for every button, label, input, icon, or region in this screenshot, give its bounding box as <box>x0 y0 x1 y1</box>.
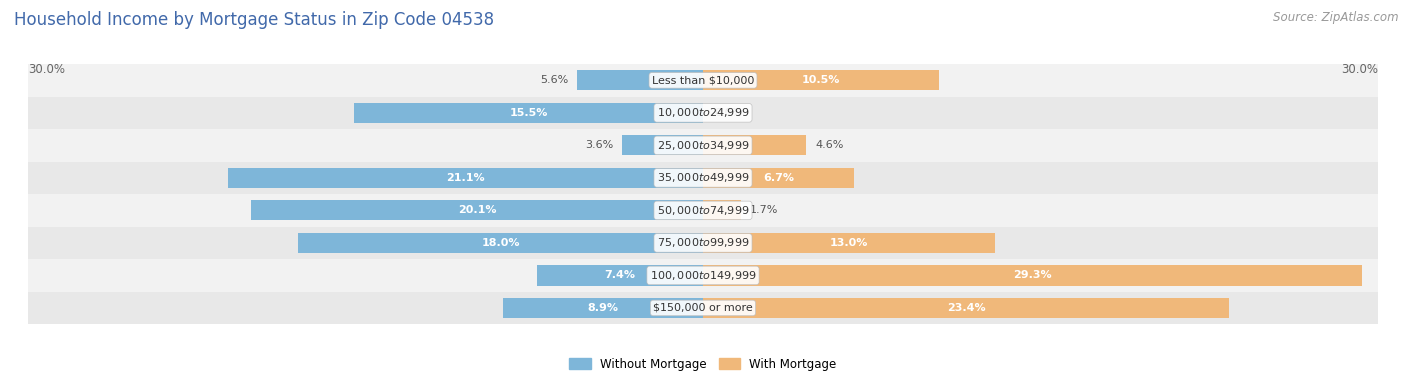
Bar <box>28 292 1378 324</box>
Bar <box>28 129 1378 162</box>
Text: Less than $10,000: Less than $10,000 <box>652 75 754 85</box>
Bar <box>298 233 703 253</box>
Text: 30.0%: 30.0% <box>1341 63 1378 77</box>
Text: $50,000 to $74,999: $50,000 to $74,999 <box>657 204 749 217</box>
Text: 15.5%: 15.5% <box>509 108 548 118</box>
Bar <box>503 298 703 318</box>
Bar <box>703 70 939 90</box>
Bar <box>354 103 703 123</box>
Text: $10,000 to $24,999: $10,000 to $24,999 <box>657 106 749 120</box>
Text: 10.5%: 10.5% <box>801 75 841 85</box>
Text: 6.7%: 6.7% <box>763 173 794 183</box>
Text: 7.4%: 7.4% <box>605 270 636 280</box>
Text: 5.6%: 5.6% <box>540 75 568 85</box>
Bar <box>228 168 703 188</box>
Bar <box>703 265 1362 285</box>
Text: $150,000 or more: $150,000 or more <box>654 303 752 313</box>
Bar <box>576 70 703 90</box>
Text: $25,000 to $34,999: $25,000 to $34,999 <box>657 139 749 152</box>
Text: 13.0%: 13.0% <box>830 238 869 248</box>
Text: $100,000 to $149,999: $100,000 to $149,999 <box>650 269 756 282</box>
Text: Household Income by Mortgage Status in Zip Code 04538: Household Income by Mortgage Status in Z… <box>14 11 494 29</box>
Text: 4.6%: 4.6% <box>815 140 844 150</box>
Text: Source: ZipAtlas.com: Source: ZipAtlas.com <box>1274 11 1399 24</box>
Bar <box>703 233 995 253</box>
Text: 8.9%: 8.9% <box>588 303 619 313</box>
Bar <box>250 200 703 221</box>
Bar <box>703 168 853 188</box>
Bar <box>537 265 703 285</box>
Text: 21.1%: 21.1% <box>446 173 485 183</box>
Text: $35,000 to $49,999: $35,000 to $49,999 <box>657 172 749 184</box>
Bar <box>28 194 1378 227</box>
Text: 3.6%: 3.6% <box>585 140 613 150</box>
Bar <box>703 298 1229 318</box>
Text: 23.4%: 23.4% <box>946 303 986 313</box>
Bar <box>28 162 1378 194</box>
Bar <box>703 200 741 221</box>
Text: $75,000 to $99,999: $75,000 to $99,999 <box>657 236 749 250</box>
Bar <box>28 259 1378 292</box>
Text: 0.0%: 0.0% <box>714 108 742 118</box>
Bar <box>621 135 703 155</box>
Text: 29.3%: 29.3% <box>1014 270 1052 280</box>
Text: 1.7%: 1.7% <box>751 205 779 215</box>
Text: 18.0%: 18.0% <box>481 238 520 248</box>
Bar <box>28 97 1378 129</box>
Text: 30.0%: 30.0% <box>28 63 65 77</box>
Text: 20.1%: 20.1% <box>458 205 496 215</box>
Bar <box>703 135 807 155</box>
Bar <box>28 227 1378 259</box>
Legend: Without Mortgage, With Mortgage: Without Mortgage, With Mortgage <box>565 353 841 375</box>
Bar <box>28 64 1378 97</box>
